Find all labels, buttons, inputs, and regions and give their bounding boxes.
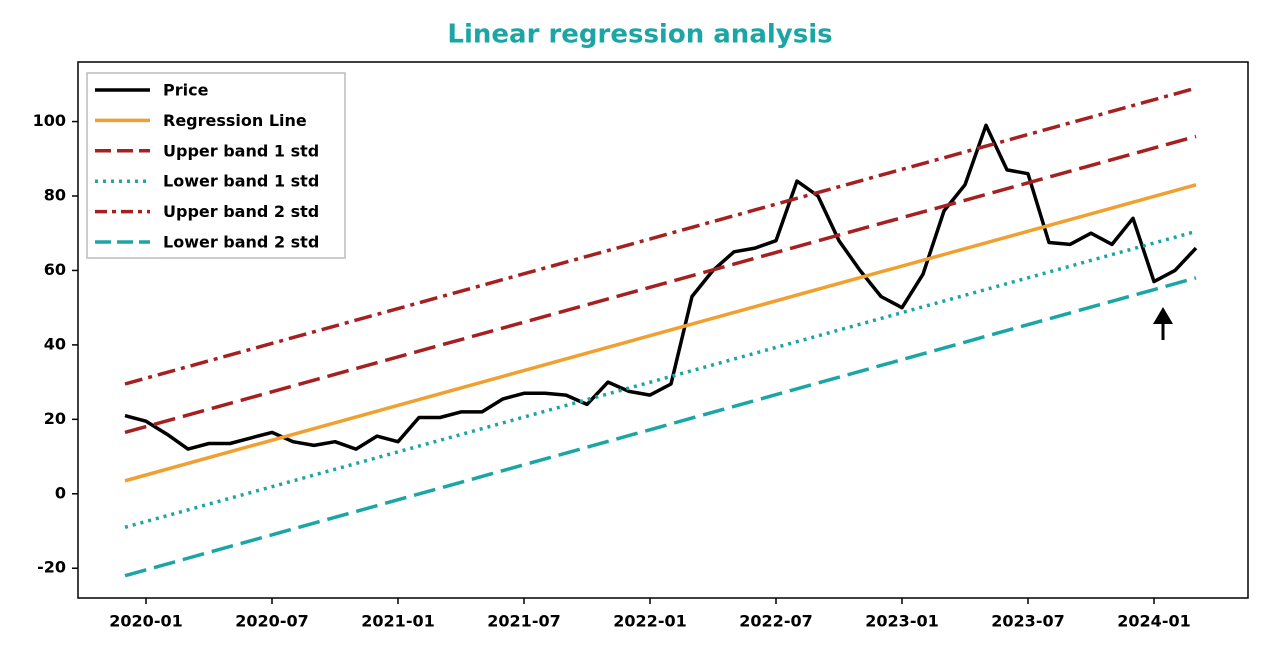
legend-label: Price (163, 81, 209, 100)
x-tick-label: 2022-07 (739, 612, 812, 631)
series-line (124, 86, 1197, 386)
legend: Price Regression Line Upper band 1 std Lowe… (86, 72, 346, 259)
series-line (124, 276, 1197, 578)
x-tick-label: 2020-01 (109, 612, 182, 631)
y-tick-label: -20 (37, 558, 66, 577)
y-tick-label: 40 (44, 334, 66, 353)
legend-label: Upper band 1 std (163, 141, 319, 160)
x-tick-label: 2021-01 (361, 612, 434, 631)
x-tick-label: 2021-07 (487, 612, 560, 631)
arrow-head (1153, 307, 1173, 324)
x-tick-label: 2024-01 (1117, 612, 1190, 631)
arrow (1153, 307, 1173, 340)
x-tick-label: 2022-01 (613, 612, 686, 631)
series-line (124, 134, 1197, 435)
legend-label: Lower band 2 std (163, 233, 319, 252)
y-tick-label: 20 (44, 409, 66, 428)
legend-label: Lower band 1 std (163, 172, 319, 191)
series-line (124, 123, 1198, 451)
x-tick-label: 2023-01 (865, 612, 938, 631)
legend-box (86, 72, 346, 259)
series-line (124, 229, 1197, 529)
legend-label: Upper band 2 std (163, 202, 319, 221)
y-tick-label: 80 (44, 186, 66, 205)
y-tick-label: 60 (44, 260, 66, 279)
plot-frame (77, 61, 1249, 599)
x-tick-label: 2023-07 (991, 612, 1064, 631)
y-tick-label: 0 (55, 483, 66, 502)
chart-title: Linear regression analysis (447, 20, 832, 50)
legend-label: Regression Line (163, 111, 307, 130)
x-tick-label: 2020-07 (235, 612, 308, 631)
y-tick-label: 100 (33, 111, 66, 130)
series-line (124, 183, 1197, 483)
